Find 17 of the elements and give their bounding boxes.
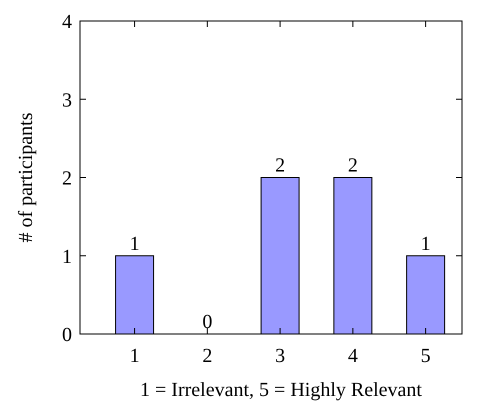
y-tick-label: 1 [62,246,72,268]
x-tick-label: 5 [420,345,431,367]
x-tick-label: 4 [348,345,358,367]
x-tick-label: 1 [130,345,140,367]
x-tick-label: 2 [202,345,212,367]
data-label: 1 [130,232,140,255]
data-label: 0 [202,311,212,333]
y-tick-label: 4 [62,11,72,33]
data-label: 1 [420,232,431,255]
y-tick-label: 0 [62,324,72,346]
x-tick-label: 3 [275,345,286,367]
y-tick-label: 2 [62,168,72,190]
data-label: 2 [348,154,358,176]
x-axis-title: 1 = Irrelevant, 5 = Highly Relevant [140,379,422,401]
data-label: 2 [275,154,286,176]
y-tick-label: 3 [62,89,72,112]
y-axis-title: # of participants [15,112,37,242]
